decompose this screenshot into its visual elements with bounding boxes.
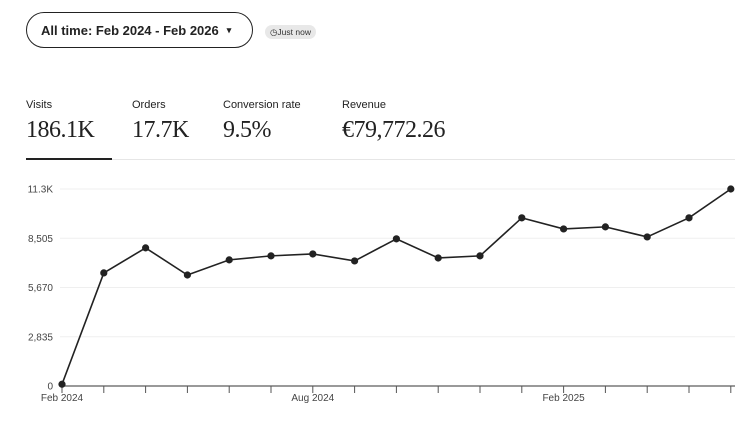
data-point (183, 271, 191, 279)
data-point (100, 269, 108, 277)
data-point (351, 257, 359, 265)
series-line (61, 188, 732, 385)
visits-line-chart: 0 2,835 5,670 8,505 11.3K Feb 2024 Aug 2024 Feb… (28, 185, 735, 404)
data-point (727, 185, 735, 193)
data-point (309, 250, 317, 258)
metric-value: €79,772.26 (342, 117, 446, 143)
y-tick-label: 0 (47, 382, 53, 393)
data-point (392, 235, 400, 243)
metric-orders[interactable]: Orders 17.7K (132, 99, 189, 144)
x-tick-label: Aug 2024 (291, 393, 334, 404)
x-tick-label: Feb 2024 (41, 393, 84, 404)
metric-conversion-rate[interactable]: Conversion rate 9.5% (223, 99, 301, 144)
active-metric-indicator (26, 158, 112, 160)
x-tick-label: Feb 2025 (542, 393, 585, 404)
updated-badge: ◷Just now (265, 25, 316, 39)
data-point (601, 223, 610, 231)
y-tick-label: 5,670 (28, 283, 53, 294)
metric-visits[interactable]: Visits 186.1K (26, 99, 95, 144)
metric-value: 9.5% (223, 117, 271, 143)
data-point (643, 233, 651, 241)
metric-revenue[interactable]: Revenue €79,772.26 (342, 99, 446, 144)
data-point (58, 380, 66, 388)
data-point (434, 254, 442, 262)
data-point (685, 214, 693, 222)
metric-value: 186.1K (26, 117, 95, 143)
y-tick-label: 11.3K (28, 185, 54, 196)
data-point (476, 252, 484, 260)
date-range-dropdown[interactable]: All time: Feb 2024 - Feb 2026 ▾ (26, 12, 253, 48)
y-tick-label: 2,835 (28, 332, 53, 343)
data-point (518, 214, 526, 222)
data-point (267, 252, 275, 260)
caret-down-icon: ▾ (226, 24, 232, 35)
date-range-label: All time: Feb 2024 - Feb 2026 (41, 22, 219, 38)
metric-label: Conversion rate (223, 99, 301, 111)
metric-label: Visits (26, 99, 53, 111)
divider (26, 159, 735, 160)
metric-label: Revenue (342, 99, 387, 111)
data-point (225, 256, 233, 264)
data-point (560, 225, 568, 233)
metric-label: Orders (132, 99, 166, 111)
y-tick-label: 8,505 (28, 234, 53, 245)
data-point (142, 244, 150, 252)
metric-value: 17.7K (132, 117, 189, 143)
